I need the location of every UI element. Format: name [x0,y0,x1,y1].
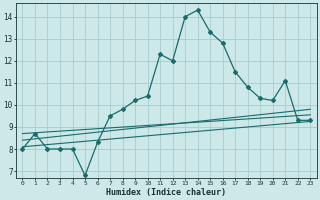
X-axis label: Humidex (Indice chaleur): Humidex (Indice chaleur) [106,188,226,197]
